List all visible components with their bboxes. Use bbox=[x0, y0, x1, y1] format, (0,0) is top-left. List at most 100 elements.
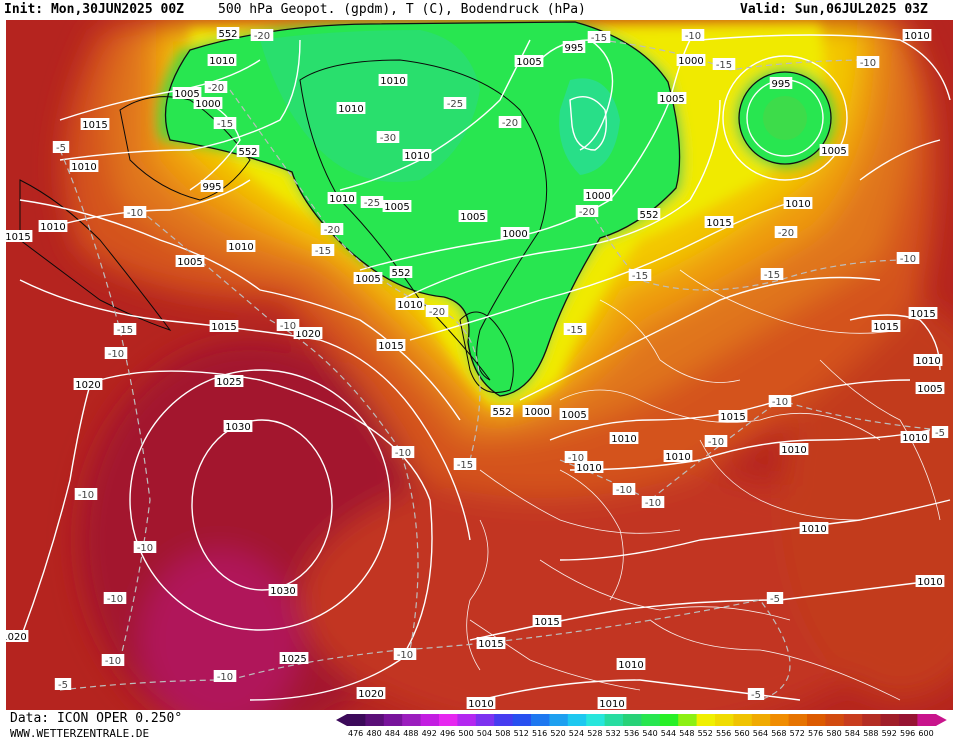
temperature-label: -10 bbox=[276, 319, 300, 332]
svg-text:1015: 1015 bbox=[6, 232, 31, 243]
geopotential-label: 552 bbox=[389, 266, 413, 279]
svg-text:1015: 1015 bbox=[706, 218, 731, 229]
svg-text:1010: 1010 bbox=[904, 31, 929, 42]
pressure-label: 995 bbox=[562, 41, 586, 54]
pressure-label: 1015 bbox=[376, 339, 406, 352]
temperature-label: -10 bbox=[896, 252, 920, 265]
svg-text:1015: 1015 bbox=[211, 322, 236, 333]
pressure-label: 1010 bbox=[327, 192, 357, 205]
temperature-label: -15 bbox=[712, 58, 736, 71]
pressure-label: 1005 bbox=[514, 55, 544, 68]
temperature-label: -20 bbox=[204, 81, 228, 94]
legend-value: 544 bbox=[661, 729, 676, 738]
legend-value: 580 bbox=[826, 729, 841, 738]
pressure-label: 1005 bbox=[353, 272, 383, 285]
temperature-label: -10 bbox=[564, 451, 588, 464]
legend-value: 504 bbox=[477, 729, 492, 738]
temperature-label: -10 bbox=[391, 446, 415, 459]
svg-text:-10: -10 bbox=[127, 208, 143, 219]
legend-value: 588 bbox=[863, 729, 878, 738]
legend-swatch bbox=[347, 714, 366, 726]
pressure-label: 1000 bbox=[193, 97, 223, 110]
svg-text:-15: -15 bbox=[632, 271, 648, 282]
legend-value: 600 bbox=[918, 729, 933, 738]
temperature-label: -10 bbox=[704, 435, 728, 448]
svg-text:552: 552 bbox=[639, 210, 658, 221]
legend-value: 524 bbox=[569, 729, 584, 738]
svg-text:1010: 1010 bbox=[665, 452, 690, 463]
svg-text:1010: 1010 bbox=[397, 300, 422, 311]
temperature-label: -15 bbox=[587, 31, 611, 44]
svg-text:-10: -10 bbox=[616, 485, 632, 496]
temperature-label: -15 bbox=[760, 268, 784, 281]
svg-text:-10: -10 bbox=[105, 656, 121, 667]
svg-text:1000: 1000 bbox=[195, 99, 220, 110]
pressure-label: 1010 bbox=[799, 522, 829, 535]
pressure-label: 1010 bbox=[913, 354, 943, 367]
temperature-label: -15 bbox=[453, 458, 477, 471]
legend-value: 496 bbox=[440, 729, 455, 738]
pressure-label: 995 bbox=[769, 77, 793, 90]
svg-text:1005: 1005 bbox=[821, 146, 846, 157]
svg-text:-15: -15 bbox=[567, 325, 583, 336]
legend-value: 556 bbox=[716, 729, 731, 738]
legend-value: 596 bbox=[900, 729, 915, 738]
temperature-label: -10 bbox=[768, 395, 792, 408]
svg-text:-5: -5 bbox=[770, 594, 780, 605]
svg-text:1010: 1010 bbox=[915, 356, 940, 367]
svg-text:1010: 1010 bbox=[329, 194, 354, 205]
legend-swatch bbox=[402, 714, 422, 726]
svg-text:1005: 1005 bbox=[516, 57, 541, 68]
svg-text:-15: -15 bbox=[764, 270, 780, 281]
pressure-label: 1005 bbox=[172, 87, 202, 100]
svg-text:-15: -15 bbox=[315, 246, 331, 257]
svg-text:1005: 1005 bbox=[917, 384, 942, 395]
svg-text:1030: 1030 bbox=[270, 586, 295, 597]
pressure-label: 1015 bbox=[718, 410, 748, 423]
svg-text:552: 552 bbox=[391, 268, 410, 279]
pressure-label: 1000 bbox=[676, 54, 706, 67]
svg-text:-15: -15 bbox=[716, 60, 732, 71]
legend-swatch bbox=[917, 714, 937, 726]
pressure-label: 1010 bbox=[395, 298, 425, 311]
legend-swatch bbox=[678, 714, 698, 726]
legend-swatch bbox=[365, 714, 385, 726]
data-source: Data: ICON OPER 0.250° bbox=[10, 711, 183, 726]
temperature-label: -25 bbox=[360, 196, 384, 209]
svg-text:1010: 1010 bbox=[404, 151, 429, 162]
temperature-label: -25 bbox=[443, 97, 467, 110]
legend-swatch bbox=[843, 714, 863, 726]
svg-text:-10: -10 bbox=[900, 254, 916, 265]
svg-text:1015: 1015 bbox=[378, 341, 403, 352]
pressure-label: 1010 bbox=[336, 102, 366, 115]
temperature-label: -20 bbox=[575, 205, 599, 218]
svg-text:1010: 1010 bbox=[209, 56, 234, 67]
legend-swatch bbox=[751, 714, 771, 726]
svg-text:-10: -10 bbox=[860, 58, 876, 69]
legend-value: 480 bbox=[366, 729, 381, 738]
svg-text:-20: -20 bbox=[502, 118, 518, 129]
pressure-label: 1020 bbox=[356, 687, 386, 700]
temperature-label: -10 bbox=[133, 541, 157, 554]
pressure-label: 1010 bbox=[466, 697, 496, 710]
legend-swatch bbox=[807, 714, 826, 726]
pressure-label: 1010 bbox=[69, 160, 99, 173]
legend-value: 568 bbox=[771, 729, 786, 738]
temperature-label: -20 bbox=[425, 305, 449, 318]
legend-swatch bbox=[733, 714, 753, 726]
pressure-label: 1010 bbox=[226, 240, 256, 253]
svg-text:1015: 1015 bbox=[720, 412, 745, 423]
svg-text:-10: -10 bbox=[708, 437, 724, 448]
svg-text:-10: -10 bbox=[395, 448, 411, 459]
temperature-label: -15 bbox=[213, 117, 237, 130]
svg-text:1030: 1030 bbox=[225, 422, 250, 433]
coastlines bbox=[19, 59, 548, 393]
pressure-label: 1015 bbox=[908, 307, 938, 320]
temperature-label: -20 bbox=[498, 116, 522, 129]
svg-text:1020: 1020 bbox=[6, 632, 27, 643]
legend-swatch bbox=[512, 714, 532, 726]
temperature-label: -10 bbox=[123, 206, 147, 219]
legend-swatch bbox=[604, 714, 624, 726]
geopotential-field bbox=[6, 20, 953, 710]
svg-text:-10: -10 bbox=[137, 543, 153, 554]
